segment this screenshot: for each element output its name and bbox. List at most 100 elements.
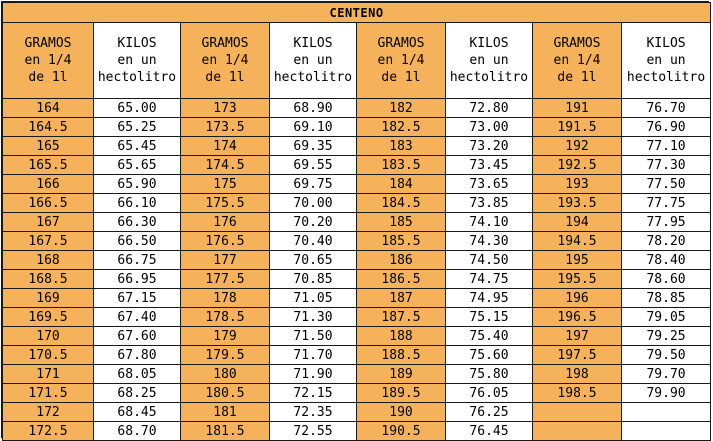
table-row: 168.5 66.95 177.5 70.85 186.5 74.75 195.5 78.60: [2, 269, 712, 289]
header-kilos-3: KILOS en un hectolitro: [445, 22, 533, 99]
kilos-cell: 67.40: [93, 307, 181, 327]
header-kilos-2: KILOS en un hectolitro: [269, 22, 357, 99]
gramos-cell: 182.5: [356, 117, 446, 137]
gramos-cell: 172: [2, 402, 94, 422]
kilos-cell: 66.75: [93, 250, 181, 270]
kilos-cell: 73.00: [445, 117, 533, 137]
header-gramos-line: en 1/4: [201, 53, 249, 68]
gramos-cell: 166.5: [2, 193, 94, 213]
header-gramos-line: de 1l: [557, 70, 597, 85]
gramos-cell: 178: [180, 288, 270, 308]
gramos-cell: 189.5: [356, 383, 446, 403]
gramos-cell: 165: [2, 136, 94, 156]
kilos-cell: 73.20: [445, 136, 533, 156]
header-gramos-line: en 1/4: [24, 53, 72, 68]
kilos-cell: 77.30: [620, 155, 712, 175]
gramos-cell: 188.5: [356, 345, 446, 365]
kilos-cell: 71.90: [269, 364, 357, 384]
gramos-cell: 185.5: [356, 231, 446, 251]
header-kilos-line: KILOS: [117, 36, 157, 51]
table-row: 166 65.90 175 69.75 184 73.65 193 77.50: [2, 174, 712, 194]
header-kilos-4: KILOS en un hectolitro: [620, 22, 712, 99]
kilos-cell: 79.90: [620, 383, 712, 403]
kilos-cell: 67.80: [93, 345, 181, 365]
kilos-cell: 76.90: [620, 117, 712, 137]
gramos-cell: 193: [532, 174, 622, 194]
header-gramos-line: GRAMOS: [377, 36, 425, 51]
kilos-cell: 66.10: [93, 193, 181, 213]
gramos-cell: 187: [356, 288, 446, 308]
gramos-cell: 171: [2, 364, 94, 384]
table-row: 167 66.30 176 70.20 185 74.10 194 77.95: [2, 212, 712, 232]
gramos-cell: 179.5: [180, 345, 270, 365]
kilos-cell: 77.10: [620, 136, 712, 156]
header-kilos-line: KILOS: [293, 36, 333, 51]
gramos-cell: 184.5: [356, 193, 446, 213]
gramos-cell: 197: [532, 326, 622, 346]
kilos-cell: 69.75: [269, 174, 357, 194]
gramos-cell: 186: [356, 250, 446, 270]
gramos-cell: 177.5: [180, 269, 270, 289]
table-row: 167.5 66.50 176.5 70.40 185.5 74.30 194.5 78.20: [2, 231, 712, 251]
kilos-cell: 75.40: [445, 326, 533, 346]
header-kilos-line: hectolitro: [273, 70, 353, 85]
kilos-cell: 73.65: [445, 174, 533, 194]
table-row: 172 68.45 181 72.35 190 76.25: [2, 402, 712, 422]
gramos-cell: 185: [356, 212, 446, 232]
header-gramos-line: GRAMOS: [553, 36, 601, 51]
kilos-cell: 68.90: [269, 98, 357, 118]
gramos-cell: 174.5: [180, 155, 270, 175]
gramos-cell: 180: [180, 364, 270, 384]
kilos-cell: 65.00: [93, 98, 181, 118]
table-row: 170.5 67.80 179.5 71.70 188.5 75.60 197.5 79.50: [2, 345, 712, 365]
table-row: 169.5 67.40 178.5 71.30 187.5 75.15 196.5 79.05: [2, 307, 712, 327]
table-row: 169 67.15 178 71.05 187 74.95 196 78.85: [2, 288, 712, 308]
table-row: 164 65.00 173 68.90 182 72.80 191 76.70: [2, 98, 712, 118]
header-gramos-line: en 1/4: [553, 53, 601, 68]
gramos-cell: 186.5: [356, 269, 446, 289]
column-header-row: GRAMOS en 1/4 de 1l KILOS en un hectolitro GRA…: [2, 22, 712, 99]
gramos-cell: 169: [2, 288, 94, 308]
gramos-cell: 176.5: [180, 231, 270, 251]
kilos-cell: 78.60: [620, 269, 712, 289]
gramos-cell: 170: [2, 326, 94, 346]
gramos-cell: 178.5: [180, 307, 270, 327]
gramos-cell: 170.5: [2, 345, 94, 365]
gramos-cell: 190.5: [356, 421, 446, 441]
header-kilos-line: en un: [293, 53, 333, 68]
gramos-cell: 193.5: [532, 193, 622, 213]
gramos-cell: 197.5: [532, 345, 622, 365]
header-gramos-line: GRAMOS: [24, 36, 72, 51]
gramos-cell: 191.5: [532, 117, 622, 137]
kilos-cell: 72.80: [445, 98, 533, 118]
gramos-cell: 177: [180, 250, 270, 270]
kilos-cell: 68.70: [93, 421, 181, 441]
gramos-cell: 189: [356, 364, 446, 384]
gramos-cell: 181: [180, 402, 270, 422]
gramos-cell: 165.5: [2, 155, 94, 175]
kilos-cell: 74.30: [445, 231, 533, 251]
table-row: 165 65.45 174 69.35 183 73.20 192 77.10: [2, 136, 712, 156]
gramos-cell: 191: [532, 98, 622, 118]
header-gramos-4: GRAMOS en 1/4 de 1l: [532, 22, 622, 99]
kilos-cell: 68.25: [93, 383, 181, 403]
gramos-cell: 167: [2, 212, 94, 232]
kilos-cell: 70.65: [269, 250, 357, 270]
kilos-cell: 69.35: [269, 136, 357, 156]
gramos-cell: 195.5: [532, 269, 622, 289]
gramos-cell: 183: [356, 136, 446, 156]
kilos-cell: 71.50: [269, 326, 357, 346]
gramos-cell: 173: [180, 98, 270, 118]
kilos-cell: 69.10: [269, 117, 357, 137]
header-kilos-line: en un: [469, 53, 509, 68]
kilos-cell: 71.30: [269, 307, 357, 327]
gramos-cell: 194: [532, 212, 622, 232]
gramos-cell: 195: [532, 250, 622, 270]
kilos-cell: 77.75: [620, 193, 712, 213]
gramos-cell: 184: [356, 174, 446, 194]
kilos-cell: 70.00: [269, 193, 357, 213]
gramos-cell: [532, 402, 622, 422]
header-gramos-line: GRAMOS: [201, 36, 249, 51]
header-gramos-3: GRAMOS en 1/4 de 1l: [356, 22, 446, 99]
